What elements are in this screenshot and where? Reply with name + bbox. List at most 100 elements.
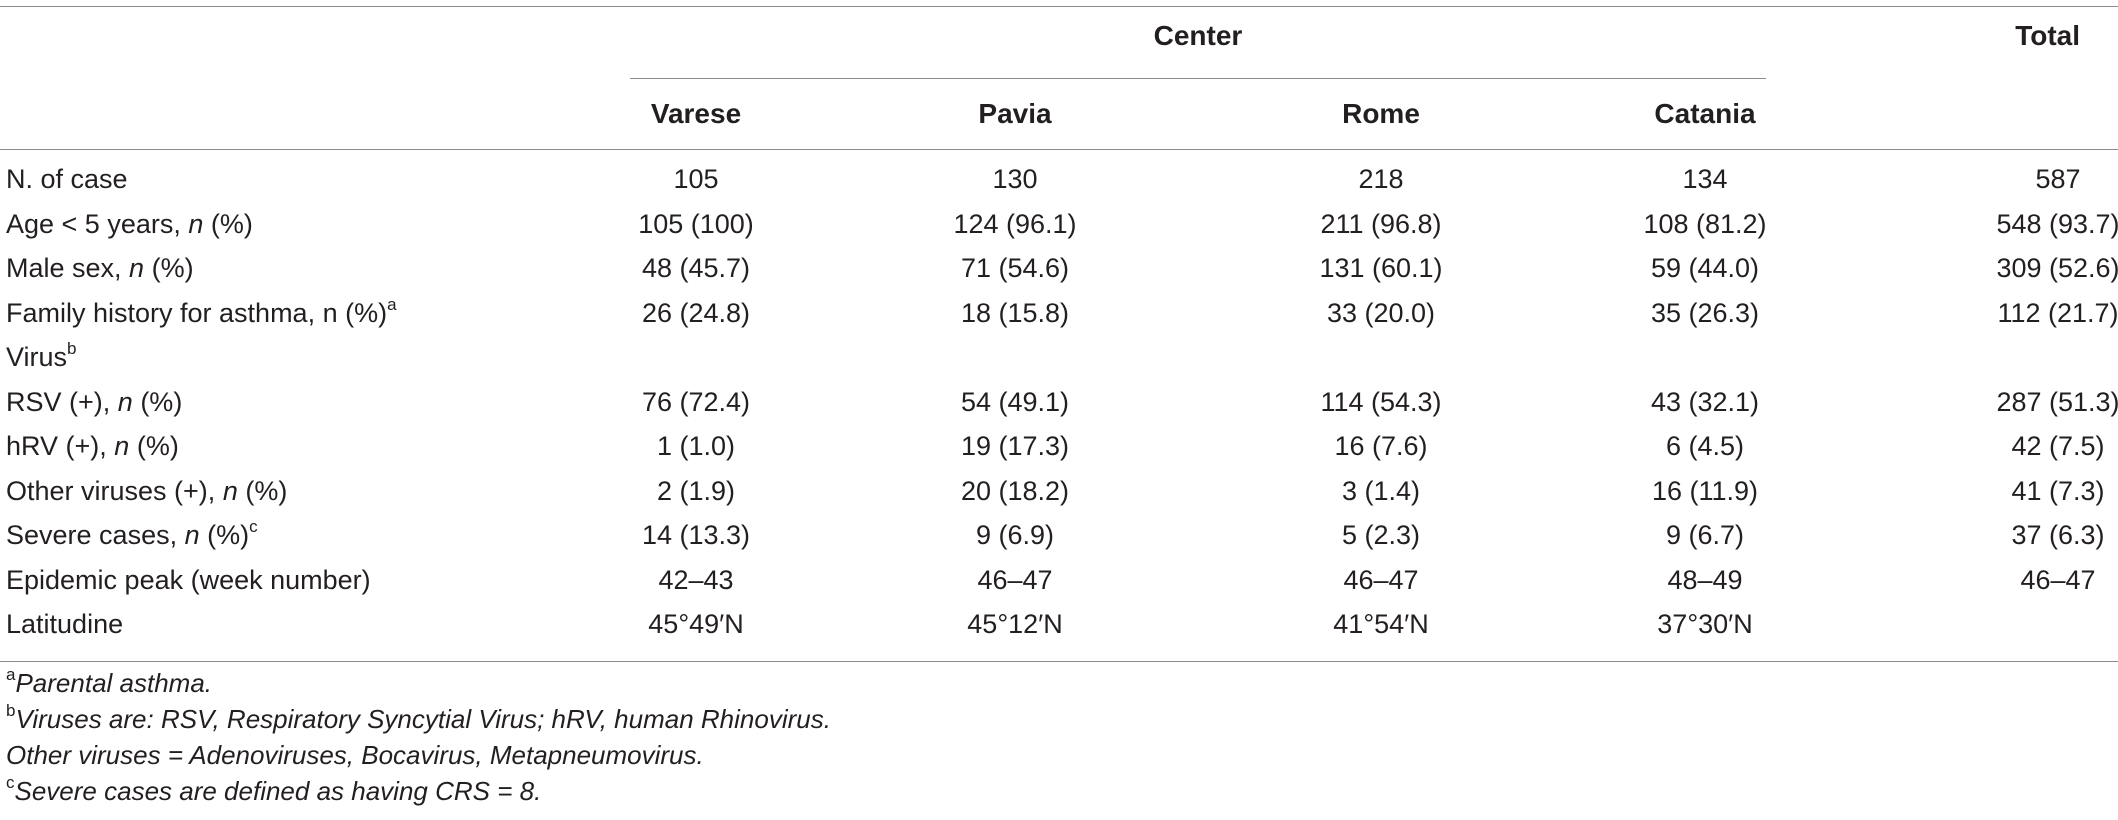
cell-varese: 45°49′N	[648, 609, 744, 639]
cell-catania: 134	[1682, 164, 1728, 194]
row-label-suffix: (%)	[237, 475, 288, 506]
row-label-suffix: (%)	[144, 253, 194, 283]
cell-catania: 35 (26.3)	[1650, 297, 1760, 328]
header-rome: Rome	[1342, 98, 1420, 129]
row-label-suffix: (%)	[129, 431, 179, 461]
cell-varese: 76 (72.4)	[641, 386, 751, 417]
row-label: Male sex, n (%)	[6, 246, 194, 290]
row-label: Family history for asthma, n (%)a	[6, 291, 397, 335]
row-label: Severe cases, n (%)c	[6, 513, 258, 557]
footnote-mark: c	[6, 773, 15, 793]
row-label: hRV (+), n (%)	[6, 424, 179, 468]
header-pavia: Pavia	[978, 98, 1052, 129]
cell-rome: 33 (20.0)	[1326, 297, 1436, 328]
cell-catania: 16 (11.9)	[1651, 475, 1759, 506]
table-row: Latitudine 45°49′N 45°12′N 41°54′N 37°30′N	[0, 602, 2118, 646]
table-top-rule	[0, 6, 2118, 7]
table-row: Other viruses (+), n (%) 2 (1.9) 20 (18.2)…	[0, 469, 2118, 513]
footnote: Other viruses = Adenoviruses, Bocavirus,…	[6, 740, 704, 771]
row-label-text: hRV (+),	[6, 431, 115, 461]
cell-total: 287 (51.3)	[1996, 386, 2118, 417]
footnote-marker: a	[387, 294, 397, 314]
cell-varese: 2 (1.9)	[656, 475, 736, 506]
cell-varese: 42–43	[658, 564, 734, 595]
row-label-text: N. of case	[6, 164, 128, 194]
row-label-text: RSV (+),	[6, 386, 118, 417]
table-row: Age < 5 years, n (%) 105 (100) 124 (96.1) 2…	[0, 202, 2118, 246]
cell-rome: 218	[1358, 164, 1404, 194]
row-label-text: Family history for asthma, n (%)	[6, 297, 388, 328]
cell-catania: 9 (6.7)	[1665, 520, 1745, 550]
row-label: N. of case	[6, 157, 128, 201]
header-varese: Varese	[650, 98, 742, 129]
cell-total: 41 (7.3)	[2011, 475, 2105, 506]
cell-total: 42 (7.5)	[2011, 431, 2105, 461]
cell-rome: 46–47	[1343, 564, 1419, 595]
header-bottom-rule	[0, 149, 2118, 150]
cell-total: 548 (93.7)	[1996, 208, 2118, 239]
row-label-suffix: (%)	[132, 386, 183, 417]
cell-rome: 3 (1.4)	[1341, 475, 1421, 506]
row-label-text: Male sex,	[6, 253, 130, 283]
cell-catania: 48–49	[1667, 564, 1743, 595]
cell-varese: 105	[673, 164, 719, 194]
row-label-text: Severe cases,	[6, 520, 185, 550]
row-label-text: Other viruses (+),	[6, 475, 223, 506]
cell-total: 309 (52.6)	[1996, 253, 2118, 283]
footnote: bViruses are: RSV, Respiratory Syncytial…	[6, 702, 831, 735]
row-label-italic: n	[117, 386, 133, 417]
cell-pavia: 9 (6.9)	[975, 520, 1055, 550]
center-group-rule	[630, 78, 1766, 79]
table-row: hRV (+), n (%) 1 (1.0) 19 (17.3) 16 (7.6) 6 …	[0, 424, 2118, 468]
cell-rome: 41°54′N	[1333, 609, 1429, 639]
cell-total: 112 (21.7)	[1997, 297, 2118, 328]
table-row: Severe cases, n (%)c 14 (13.3) 9 (6.9) 5 (2…	[0, 513, 2118, 557]
footnote: cSevere cases are defined as having CRS …	[6, 773, 542, 807]
cell-pavia: 45°12′N	[967, 609, 1063, 639]
cell-catania: 43 (32.1)	[1650, 386, 1760, 417]
row-label-text: Age < 5 years,	[6, 208, 189, 239]
cell-pavia: 46–47	[977, 564, 1053, 595]
cell-rome: 211 (96.8)	[1320, 208, 1442, 239]
table-row: RSV (+), n (%) 76 (72.4) 54 (49.1) 114 (54.…	[0, 380, 2118, 424]
cell-pavia: 124 (96.1)	[953, 208, 1077, 239]
cell-varese: 26 (24.8)	[641, 297, 751, 328]
footnote-text: Other viruses = Adenoviruses, Bocavirus,…	[6, 740, 704, 770]
row-label-italic: n	[129, 253, 145, 283]
cell-pavia: 130	[992, 164, 1038, 194]
cell-catania: 59 (44.0)	[1650, 253, 1760, 283]
row-label-suffix: (%)	[203, 208, 253, 239]
table-row: Virusb	[0, 335, 2118, 379]
cell-varese: 1 (1.0)	[656, 431, 736, 461]
row-label: RSV (+), n (%)	[6, 380, 182, 424]
row-label-suffix: (%)	[199, 520, 250, 550]
footnote: aParental asthma.	[6, 666, 213, 699]
table-row: N. of case 105 130 218 134 587	[0, 157, 2118, 201]
cell-pavia: 71 (54.6)	[960, 253, 1070, 283]
row-label: Other viruses (+), n (%)	[6, 469, 287, 513]
row-label-italic: n	[114, 431, 130, 461]
footnote-text: Parental asthma.	[15, 668, 213, 698]
cell-pavia: 54 (49.1)	[960, 386, 1070, 417]
header-total: Total	[2015, 20, 2080, 51]
row-label: Virusb	[6, 335, 77, 379]
footnote-marker: c	[249, 517, 258, 536]
cell-varese: 105 (100)	[638, 208, 754, 239]
cell-rome: 131 (60.1)	[1319, 253, 1443, 283]
cell-varese: 48 (45.7)	[641, 253, 751, 283]
cell-total: 587	[2035, 164, 2081, 194]
cell-pavia: 19 (17.3)	[960, 431, 1070, 461]
cell-rome: 5 (2.3)	[1341, 520, 1421, 550]
cell-catania: 108 (81.2)	[1643, 208, 1767, 239]
cell-varese: 14 (13.3)	[641, 520, 751, 550]
cell-catania: 6 (4.5)	[1665, 431, 1745, 461]
table-row: Epidemic peak (week number) 42–43 46–47 46–…	[0, 558, 2118, 602]
cell-total: 37 (6.3)	[2011, 520, 2105, 550]
cell-rome: 16 (7.6)	[1334, 431, 1428, 461]
row-label-italic: n	[222, 475, 238, 506]
footnote-text: Severe cases are defined as having CRS =…	[14, 776, 542, 806]
table-row: Male sex, n (%) 48 (45.7) 71 (54.6) 131 (60…	[0, 246, 2118, 290]
table-row: Family history for asthma, n (%)a 26 (24.…	[0, 291, 2118, 335]
row-label-text: Latitudine	[6, 609, 124, 639]
cell-total: 46–47	[2020, 564, 2096, 595]
